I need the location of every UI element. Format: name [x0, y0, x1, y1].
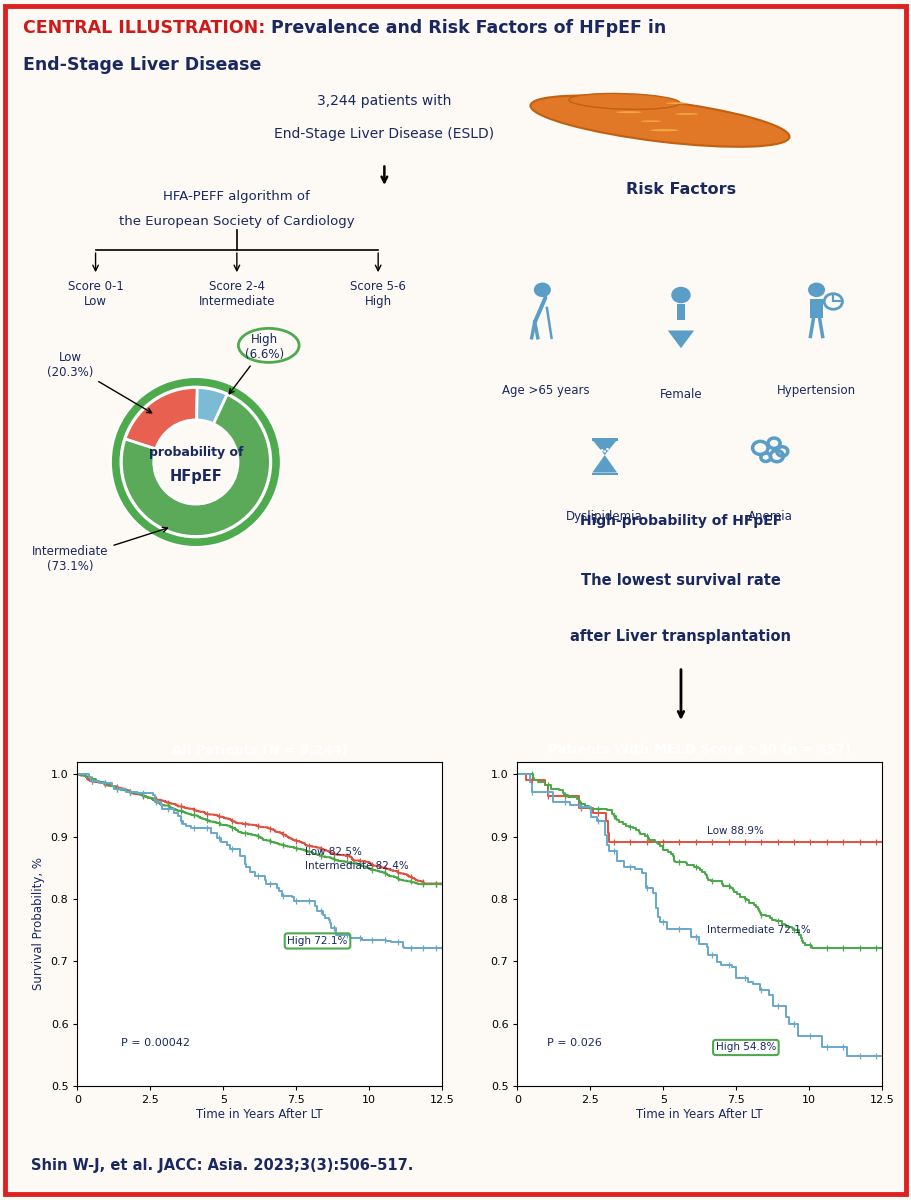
Text: Intermediate 82.4%: Intermediate 82.4% [305, 862, 408, 871]
Text: All Patients (N = 3,244): All Patients (N = 3,244) [171, 744, 348, 756]
FancyArrow shape [677, 304, 685, 320]
Ellipse shape [530, 96, 790, 146]
Text: Prevalence and Risk Factors of HFpEF in: Prevalence and Risk Factors of HFpEF in [265, 19, 667, 37]
Ellipse shape [666, 102, 686, 104]
Y-axis label: Survival Probability, %: Survival Probability, % [32, 858, 46, 990]
Text: Intermediate
(73.1%): Intermediate (73.1%) [32, 527, 168, 574]
Text: Intermediate 72.1%: Intermediate 72.1% [707, 925, 811, 935]
Circle shape [603, 450, 606, 452]
Ellipse shape [675, 113, 698, 115]
Ellipse shape [650, 130, 679, 131]
Text: High 54.8%: High 54.8% [716, 1043, 776, 1052]
Text: the European Society of Cardiology: the European Society of Cardiology [119, 215, 354, 228]
Text: Patients With MELD Score >30 (n = 457): Patients With MELD Score >30 (n = 457) [548, 744, 851, 756]
Text: 3,244 patients with: 3,244 patients with [317, 94, 452, 108]
Bar [591, 473, 618, 475]
Text: CENTRAL ILLUSTRATION:: CENTRAL ILLUSTRATION: [24, 19, 266, 37]
Circle shape [606, 448, 609, 450]
Wedge shape [111, 377, 281, 547]
Ellipse shape [640, 120, 661, 122]
Text: probability of: probability of [148, 445, 243, 458]
Text: The lowest survival rate: The lowest survival rate [581, 572, 781, 588]
Circle shape [534, 282, 551, 298]
Ellipse shape [616, 112, 641, 113]
Wedge shape [125, 388, 198, 449]
Text: P = 0.026: P = 0.026 [547, 1038, 601, 1048]
Text: End-Stage Liver Disease: End-Stage Liver Disease [24, 56, 261, 74]
Text: Low 88.9%: Low 88.9% [707, 826, 763, 835]
Text: P = 0.00042: P = 0.00042 [121, 1038, 190, 1048]
Text: Low 82.5%: Low 82.5% [305, 847, 362, 858]
Circle shape [600, 449, 603, 451]
Text: HFpEF: HFpEF [169, 469, 222, 484]
Text: End-Stage Liver Disease (ESLD): End-Stage Liver Disease (ESLD) [274, 127, 495, 140]
Text: High 72.1%: High 72.1% [287, 936, 348, 946]
Text: High-probability of HFpEF: High-probability of HFpEF [579, 514, 783, 528]
Text: Low
(20.3%): Low (20.3%) [47, 350, 151, 413]
Text: Risk Factors: Risk Factors [626, 182, 736, 197]
Polygon shape [592, 439, 617, 455]
Text: Score 5-6
High: Score 5-6 High [350, 280, 406, 308]
Text: Age >65 years: Age >65 years [502, 384, 589, 397]
Bar [591, 438, 618, 440]
Text: Dyslipidemia: Dyslipidemia [567, 510, 643, 523]
Text: Anemia: Anemia [748, 510, 793, 523]
Wedge shape [197, 388, 227, 424]
Circle shape [808, 282, 825, 298]
Text: after Liver transplantation: after Liver transplantation [570, 630, 792, 644]
Ellipse shape [568, 94, 680, 109]
Text: High
(6.6%): High (6.6%) [230, 334, 284, 394]
Text: Score 2-4
Intermediate: Score 2-4 Intermediate [199, 280, 275, 308]
X-axis label: Time in Years After LT: Time in Years After LT [196, 1108, 323, 1121]
Text: HFA-PEFF algorithm of: HFA-PEFF algorithm of [163, 191, 311, 204]
Text: Shin W-J, et al. JACC: Asia. 2023;3(3):506–517.: Shin W-J, et al. JACC: Asia. 2023;3(3):5… [32, 1158, 414, 1172]
Bar [810, 299, 824, 318]
Polygon shape [592, 455, 617, 473]
Text: Score 0-1
Low: Score 0-1 Low [67, 280, 124, 308]
Polygon shape [668, 330, 694, 348]
Wedge shape [121, 395, 271, 536]
Circle shape [671, 287, 691, 304]
Text: Female: Female [660, 388, 702, 401]
Text: Hypertension: Hypertension [777, 384, 856, 397]
X-axis label: Time in Years After LT: Time in Years After LT [636, 1108, 763, 1121]
